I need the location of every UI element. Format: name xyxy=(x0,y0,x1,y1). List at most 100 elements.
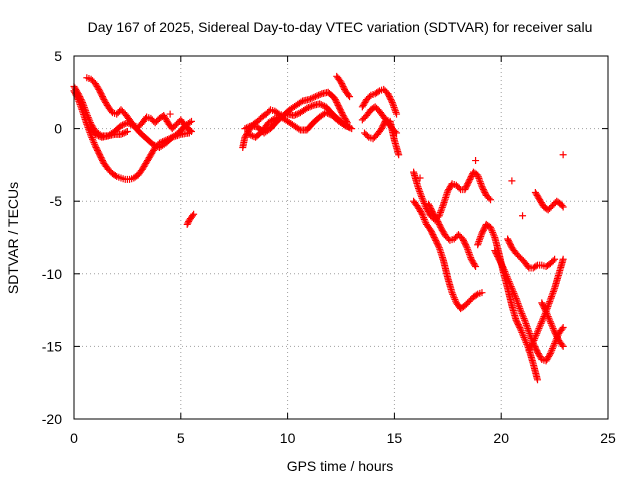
y-axis-label: SDTVAR / TECUs xyxy=(5,182,21,294)
data-point-interp xyxy=(549,289,557,297)
data-point xyxy=(474,171,482,179)
data-point-interp xyxy=(420,198,428,206)
data-point-interp xyxy=(519,332,527,340)
data-point xyxy=(487,223,495,231)
data-point xyxy=(241,125,249,133)
data-point-interp xyxy=(439,202,447,210)
y-tick-label: -20 xyxy=(42,411,62,427)
data-point xyxy=(542,308,550,316)
data-point-interp xyxy=(436,208,444,216)
data-point-interp xyxy=(365,93,373,101)
data-point-interp xyxy=(389,100,397,108)
data-point-interp xyxy=(476,176,484,184)
data-point-interp xyxy=(247,131,255,139)
data-point-interp xyxy=(500,266,508,274)
data-point-interp xyxy=(538,316,546,324)
data-point-interp xyxy=(474,173,482,181)
data-point-interp xyxy=(545,351,553,359)
data-point-interp xyxy=(544,301,552,309)
data-point-interp xyxy=(529,339,537,347)
data-point xyxy=(508,177,516,185)
data-point-interp xyxy=(340,121,348,129)
data-point-interp xyxy=(119,121,127,129)
data-point-interp xyxy=(510,289,518,297)
data-point xyxy=(166,110,174,118)
data-point-interp xyxy=(307,95,315,103)
data-point-interp xyxy=(537,319,545,327)
data-point-interp xyxy=(449,292,457,300)
data-point-interp xyxy=(547,348,555,356)
data-point-interp xyxy=(477,179,485,187)
data-point-interp xyxy=(186,126,194,134)
data-point-interp xyxy=(186,118,194,126)
data-point-interp xyxy=(75,99,83,107)
data-point xyxy=(551,339,559,347)
data-point-interp xyxy=(455,184,463,192)
data-point xyxy=(123,128,131,136)
data-point xyxy=(551,255,559,263)
data-point-interp xyxy=(467,254,475,262)
data-point-interp xyxy=(462,242,470,250)
data-point xyxy=(512,294,520,302)
data-point xyxy=(305,96,313,104)
data-point-interp xyxy=(543,309,551,317)
data-point-interp xyxy=(472,291,480,299)
data-point-interp xyxy=(324,109,332,117)
data-point xyxy=(472,157,480,165)
data-point xyxy=(534,376,542,384)
data-point-interp xyxy=(487,225,495,233)
data-point-interp xyxy=(550,326,558,334)
data-point-interp xyxy=(522,320,530,328)
x-tick-label: 10 xyxy=(280,430,296,446)
data-point-interp xyxy=(293,110,301,118)
data-point xyxy=(534,328,542,336)
data-point-interp xyxy=(78,106,86,114)
data-point-interp xyxy=(127,120,135,128)
data-point xyxy=(190,210,198,218)
data-point xyxy=(508,284,516,292)
data-point xyxy=(519,212,527,220)
data-point-interp xyxy=(523,340,531,348)
data-point-interp xyxy=(111,172,119,180)
data-point-interp xyxy=(549,324,557,332)
x-tick-label: 20 xyxy=(493,430,509,446)
data-point-interp xyxy=(306,103,314,111)
data-point xyxy=(529,338,537,346)
data-point-interp xyxy=(524,263,532,271)
data-point-interp xyxy=(524,325,532,333)
data-point-interp xyxy=(511,291,519,299)
data-point-interp xyxy=(519,313,527,321)
data-point xyxy=(516,325,524,333)
data-point-interp xyxy=(504,276,512,284)
data-point-interp xyxy=(509,286,517,294)
data-point-interp xyxy=(548,321,556,329)
data-point-interp xyxy=(545,314,553,322)
data-point-interp xyxy=(313,92,321,100)
data-point-interp xyxy=(391,105,399,113)
data-point-interp xyxy=(502,271,510,279)
data-point xyxy=(559,151,567,159)
data-point xyxy=(472,263,480,271)
data-point-interp xyxy=(325,110,333,118)
y-tick-label: -5 xyxy=(50,193,63,209)
data-point-interp xyxy=(520,315,528,323)
data-point-interp xyxy=(119,130,127,138)
data-point-interp xyxy=(418,193,426,201)
data-point-interp xyxy=(549,288,557,296)
data-point-interp xyxy=(417,191,425,199)
data-point xyxy=(149,141,157,149)
data-point xyxy=(91,130,99,138)
data-point-interp xyxy=(526,331,534,339)
data-point-interp xyxy=(526,330,534,338)
data-point-interp xyxy=(465,250,473,258)
data-point-interp xyxy=(541,306,549,314)
data-point-interp xyxy=(415,186,423,194)
data-point-interp xyxy=(477,181,485,189)
data-point xyxy=(117,122,125,130)
data-point xyxy=(303,104,311,112)
data-point-interp xyxy=(415,184,423,192)
data-point xyxy=(414,183,422,191)
data-point-interp xyxy=(292,111,300,119)
data-point-interp xyxy=(438,205,446,213)
data-point-interp xyxy=(391,107,399,115)
